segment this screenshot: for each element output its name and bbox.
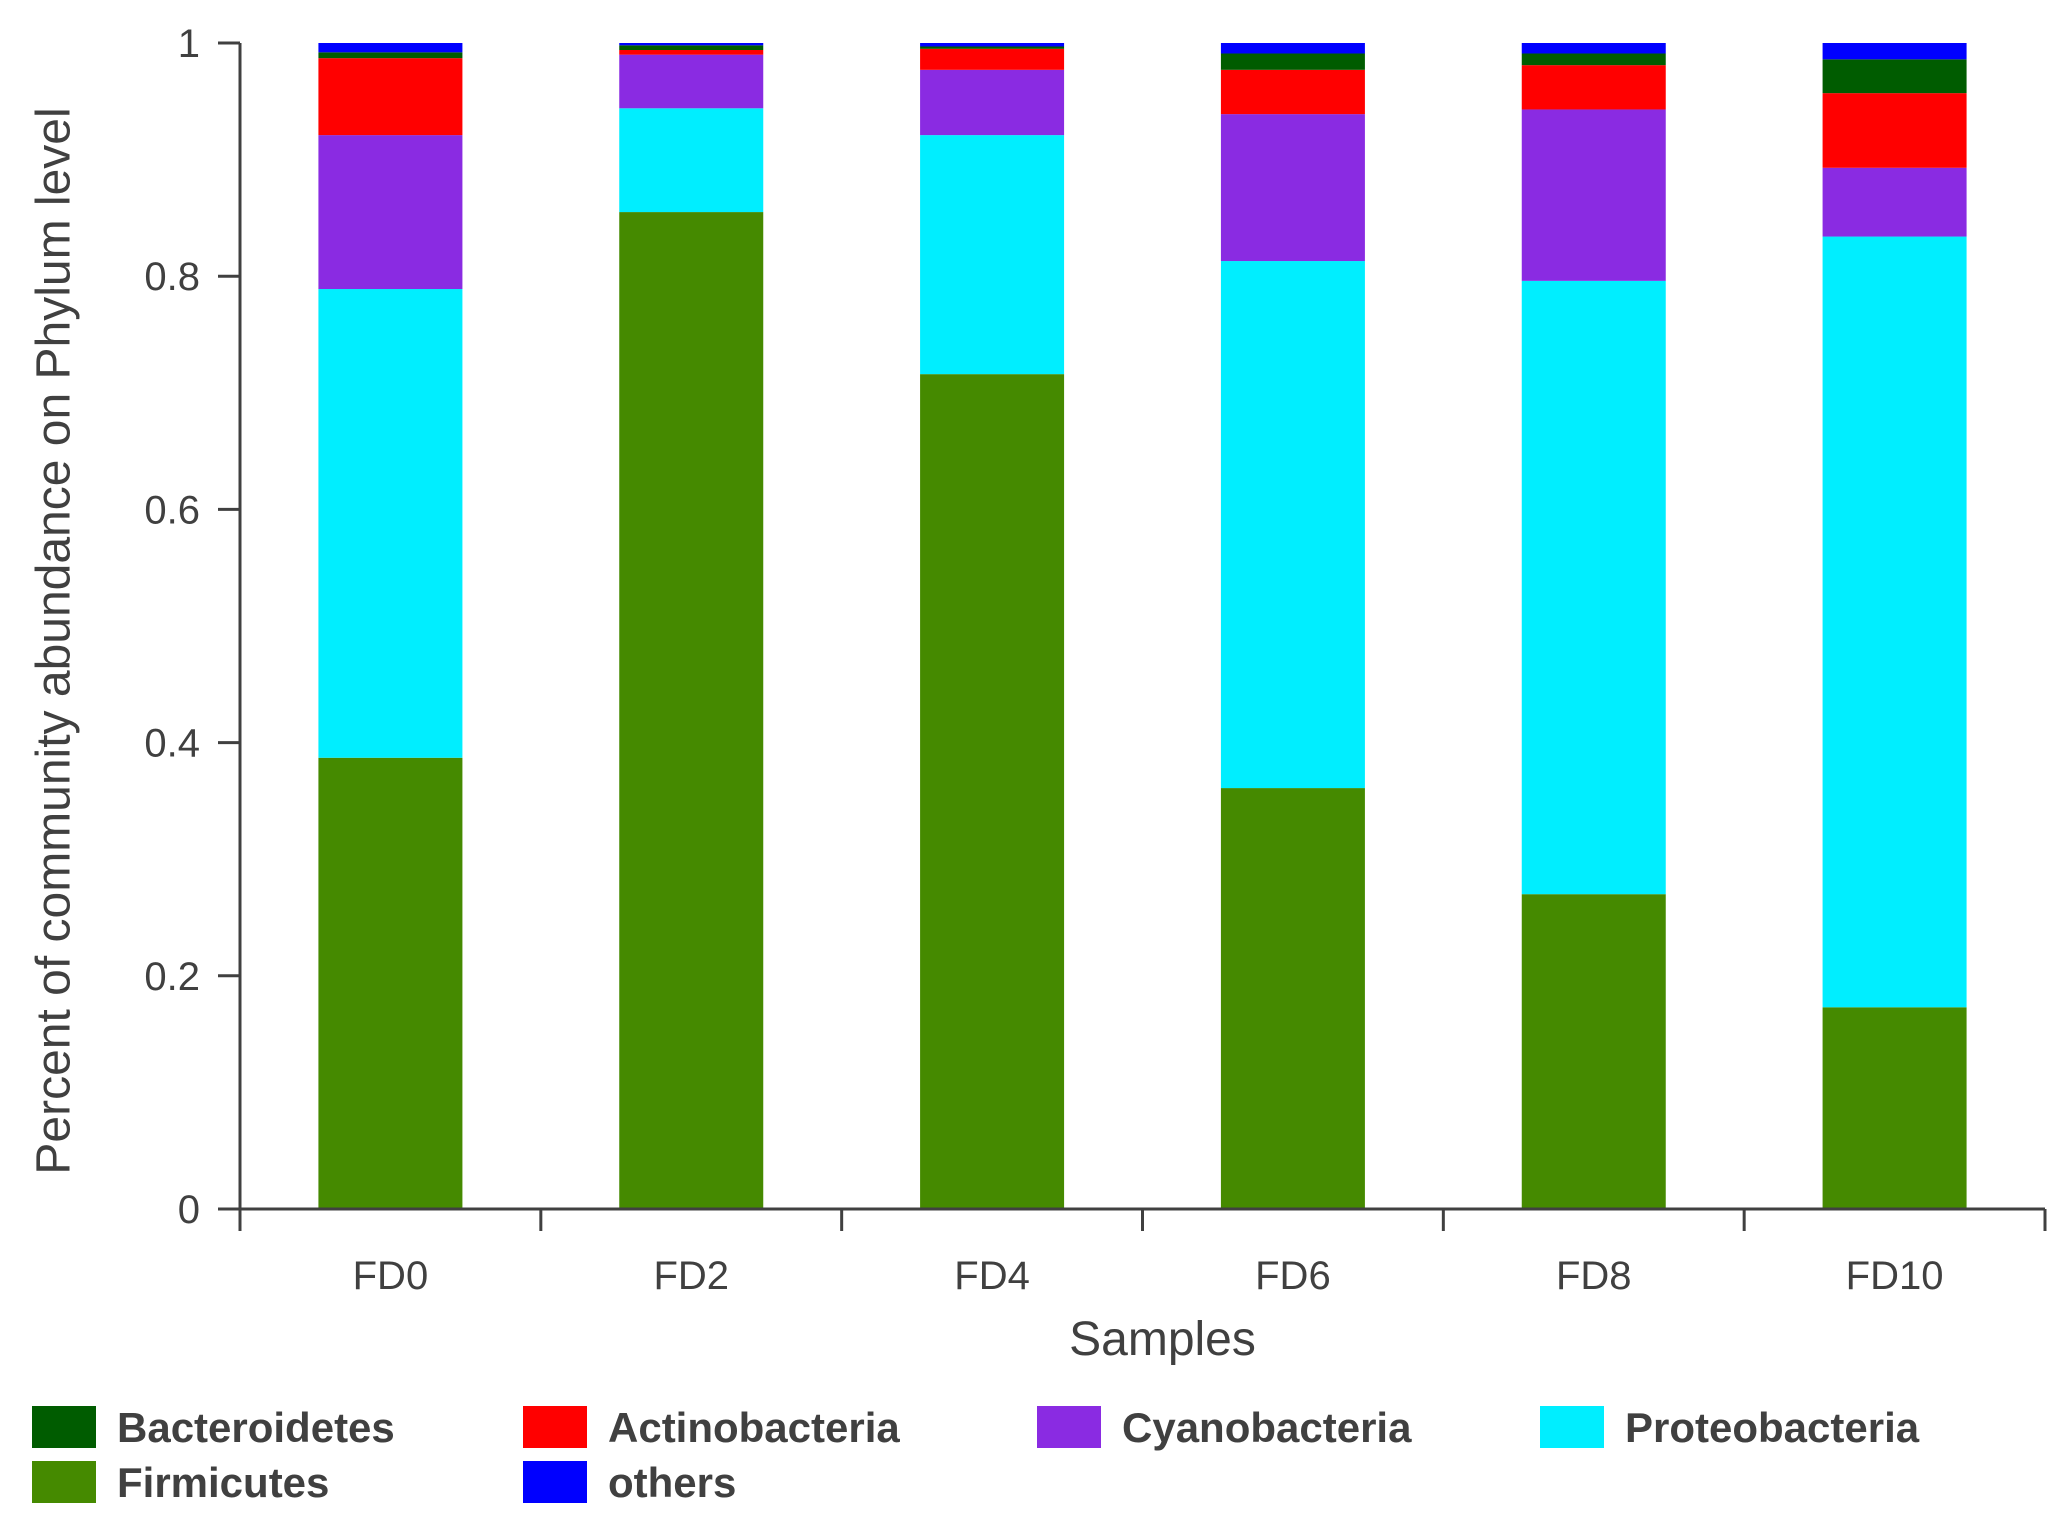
x-tick-label: FD10 xyxy=(1846,1254,1944,1298)
x-tick-label: FD4 xyxy=(954,1254,1030,1298)
legend-swatch xyxy=(1540,1406,1604,1448)
bar-segment-others xyxy=(920,43,1065,47)
bar-segment-others xyxy=(1822,43,1967,60)
bar-segment-firmicutes xyxy=(318,757,463,1209)
bar-segment-proteobacteria xyxy=(619,108,764,213)
bar-segment-actinobacteria xyxy=(619,49,764,55)
bar-stack-fd10 xyxy=(1822,43,1967,1209)
bar-segment-actinobacteria xyxy=(920,48,1065,70)
legend-swatch xyxy=(523,1406,587,1448)
bar-stack-fd6 xyxy=(1220,43,1365,1209)
bar-segment-others xyxy=(1521,43,1666,54)
x-tick-label: FD0 xyxy=(353,1254,429,1298)
bar-segment-proteobacteria xyxy=(1521,280,1666,895)
x-tick-label: FD6 xyxy=(1255,1254,1331,1298)
bar-segment-firmicutes xyxy=(920,374,1065,1209)
legend-label: Proteobacteria xyxy=(1625,1404,1920,1451)
bar-segment-actinobacteria xyxy=(1220,69,1365,115)
bar-stacks xyxy=(318,43,1967,1209)
bar-segment-actinobacteria xyxy=(318,58,463,136)
bar-segment-firmicutes xyxy=(1220,788,1365,1209)
bar-segment-others xyxy=(1220,43,1365,54)
x-ticks: FD0 FD2 FD4 FD6 FD8 FD10 xyxy=(238,1209,2047,1298)
axes xyxy=(238,43,2045,1211)
y-tick-label: 0.6 xyxy=(144,488,200,532)
bar-segment-proteobacteria xyxy=(318,289,463,758)
bar-segment-cyanobacteria xyxy=(1521,109,1666,281)
bar-segment-actinobacteria xyxy=(1822,93,1967,168)
legend-swatch xyxy=(32,1461,96,1503)
legend-label: Cyanobacteria xyxy=(1122,1404,1412,1451)
bar-segment-cyanobacteria xyxy=(920,69,1065,136)
bar-segment-cyanobacteria xyxy=(1822,167,1967,237)
y-ticks: 0 0.2 0.4 0.6 0.8 1 xyxy=(144,22,240,1232)
legend-item-others: others xyxy=(523,1459,736,1506)
bar-segment-bacteroidetes xyxy=(318,52,463,59)
x-tick-label: FD8 xyxy=(1556,1254,1632,1298)
bar-segment-others xyxy=(318,43,463,53)
bar-segment-bacteroidetes xyxy=(1220,53,1365,70)
bar-segment-proteobacteria xyxy=(1220,261,1365,789)
y-axis-title: Percent of community abundance on Phylum… xyxy=(28,107,81,1174)
legend-label: Actinobacteria xyxy=(608,1404,900,1451)
bar-segment-others xyxy=(619,43,764,46)
y-tick-label: 0.8 xyxy=(144,255,200,299)
bar-stack-fd4 xyxy=(920,43,1065,1209)
bar-segment-bacteroidetes xyxy=(619,45,764,50)
legend-swatch xyxy=(32,1406,96,1448)
legend-swatch xyxy=(523,1461,587,1503)
legend-item-proteobacteria: Proteobacteria xyxy=(1540,1404,1920,1451)
bar-segment-cyanobacteria xyxy=(318,135,463,290)
x-axis-title: Samples xyxy=(1069,1313,1256,1366)
legend-swatch xyxy=(1037,1406,1101,1448)
bar-segment-firmicutes xyxy=(1521,894,1666,1209)
x-tick-label: FD2 xyxy=(653,1254,729,1298)
bar-stack-fd2 xyxy=(619,43,764,1209)
bar-segment-cyanobacteria xyxy=(619,54,764,109)
legend-label: Bacteroidetes xyxy=(117,1404,395,1451)
bar-stack-fd8 xyxy=(1521,43,1666,1209)
bar-segment-proteobacteria xyxy=(1822,236,1967,1008)
legend: Bacteroidetes Actinobacteria Cyanobacteria… xyxy=(32,1404,1920,1506)
bar-segment-actinobacteria xyxy=(1521,65,1666,110)
bar-segment-bacteroidetes xyxy=(1822,59,1967,94)
bar-segment-bacteroidetes xyxy=(920,46,1065,49)
bar-segment-bacteroidetes xyxy=(1521,53,1666,66)
legend-item-actinobacteria: Actinobacteria xyxy=(523,1404,900,1451)
legend-item-firmicutes: Firmicutes xyxy=(32,1459,329,1506)
bar-segment-cyanobacteria xyxy=(1220,114,1365,262)
y-tick-label: 0.4 xyxy=(144,722,200,766)
legend-label: others xyxy=(608,1459,736,1506)
bar-segment-firmicutes xyxy=(1822,1007,1967,1209)
y-tick-label: 0.2 xyxy=(144,955,200,999)
bar-segment-firmicutes xyxy=(619,212,764,1209)
y-tick-label: 1 xyxy=(178,22,200,66)
bar-stack-fd0 xyxy=(318,43,463,1209)
legend-item-bacteroidetes: Bacteroidetes xyxy=(32,1404,395,1451)
y-tick-label: 0 xyxy=(178,1188,200,1232)
legend-label: Firmicutes xyxy=(117,1459,329,1506)
bar-segment-proteobacteria xyxy=(920,135,1065,375)
legend-item-cyanobacteria: Cyanobacteria xyxy=(1037,1404,1412,1451)
